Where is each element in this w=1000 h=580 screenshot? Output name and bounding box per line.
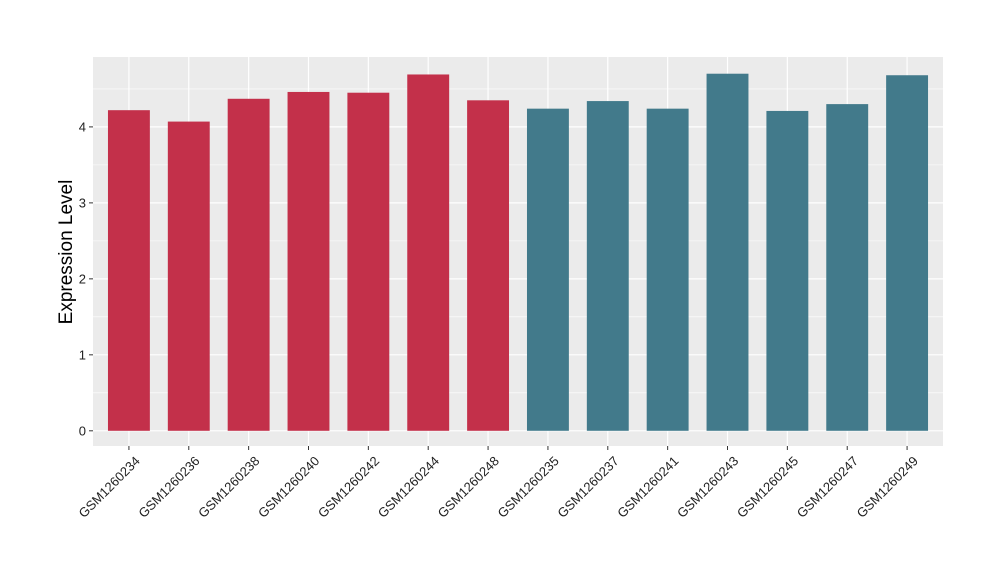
bar-GSM1260247 bbox=[826, 104, 869, 431]
bar-GSM1260235 bbox=[526, 108, 569, 431]
x-tick-label: GSM1260244 bbox=[375, 453, 442, 520]
bar-GSM1260244 bbox=[407, 74, 450, 431]
bar-GSM1260238 bbox=[227, 98, 270, 431]
x-tick-label: GSM1260243 bbox=[674, 453, 741, 520]
x-tick-label: GSM1260234 bbox=[75, 453, 142, 520]
bar-GSM1260237 bbox=[586, 101, 629, 431]
y-tick-label: 3 bbox=[79, 195, 86, 210]
bar-GSM1260249 bbox=[886, 75, 929, 431]
x-tick-label: GSM1260237 bbox=[554, 453, 621, 520]
bar-GSM1260245 bbox=[766, 110, 809, 431]
y-tick-label: 0 bbox=[79, 423, 86, 438]
bar-GSM1260240 bbox=[287, 91, 330, 431]
x-tick-label: GSM1260249 bbox=[854, 453, 921, 520]
bar-GSM1260242 bbox=[347, 92, 390, 431]
bar-GSM1260243 bbox=[706, 73, 749, 431]
bar-GSM1260236 bbox=[167, 121, 210, 431]
y-tick-label: 1 bbox=[79, 347, 86, 362]
bar-GSM1260234 bbox=[107, 110, 150, 431]
bar-GSM1260248 bbox=[467, 100, 510, 431]
x-tick-label: GSM1260248 bbox=[435, 453, 502, 520]
y-axis-title: Expression Level bbox=[56, 180, 77, 325]
x-tick-label: GSM1260241 bbox=[614, 453, 681, 520]
x-tick-label: GSM1260235 bbox=[494, 453, 561, 520]
bar-GSM1260241 bbox=[646, 108, 689, 431]
x-tick-label: GSM1260240 bbox=[255, 453, 322, 520]
y-tick-label: 4 bbox=[79, 119, 86, 134]
x-tick-label: GSM1260238 bbox=[195, 453, 262, 520]
x-tick-label: GSM1260242 bbox=[315, 453, 382, 520]
x-tick-label: GSM1260245 bbox=[734, 453, 801, 520]
panel-background bbox=[93, 57, 943, 446]
x-tick-label: GSM1260247 bbox=[794, 453, 861, 520]
y-tick-label: 2 bbox=[79, 271, 86, 286]
x-tick-label: GSM1260236 bbox=[135, 453, 202, 520]
bars bbox=[107, 73, 929, 431]
